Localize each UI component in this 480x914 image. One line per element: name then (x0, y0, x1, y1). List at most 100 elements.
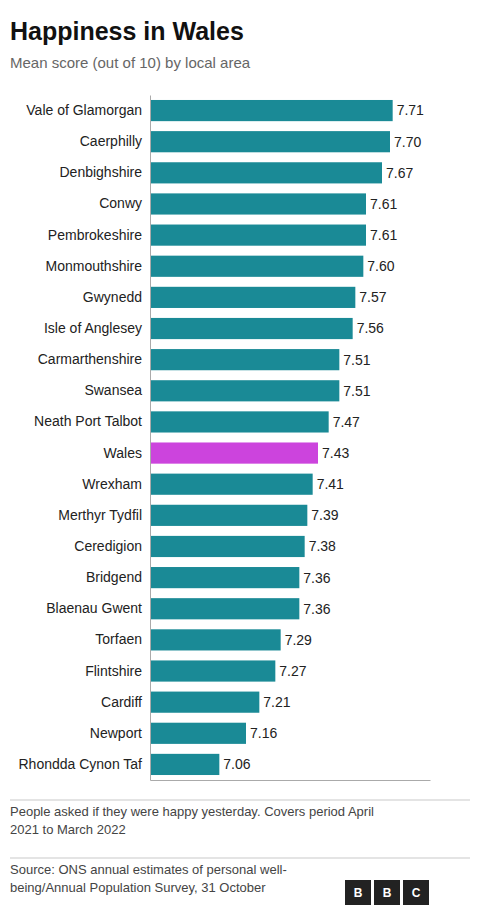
subtitle: Mean score (out of 10) by local area (10, 54, 251, 71)
y-tick: Swansea (84, 382, 142, 398)
y-tick-label: Isle of Anglesey (44, 320, 142, 336)
y-tick-label: Flintshire (85, 663, 142, 679)
bars (150, 100, 393, 775)
y-tick-label: Carmarthenshire (38, 351, 142, 367)
y-tick: Neath Port Talbot (34, 413, 142, 429)
data-label: 7.61 (370, 196, 397, 212)
footnote-line: People asked if they were happy yesterda… (10, 804, 374, 819)
bar (150, 692, 259, 713)
data-label: 7.21 (263, 694, 290, 710)
y-tick-label: Newport (90, 725, 142, 741)
bar (150, 225, 366, 246)
y-axis: Vale of Glamorgan Caerphilly Denbighshire C… (19, 96, 151, 781)
y-tick: Merthyr Tydfil (58, 507, 142, 523)
data-label: 7.51 (343, 352, 370, 368)
bar (150, 349, 339, 370)
footnote: Source: ONS annual estimates of personal… (10, 862, 287, 895)
bar (150, 754, 219, 775)
separator (10, 858, 470, 859)
bar (150, 660, 275, 681)
y-tick: Conwy (99, 195, 142, 211)
logo-box (345, 880, 371, 905)
bar (150, 567, 299, 588)
bar (150, 318, 353, 339)
y-tick: Monmouthshire (46, 258, 143, 274)
y-tick-label: Bridgend (86, 569, 142, 585)
x-axis-line (151, 780, 431, 781)
bar (150, 380, 339, 401)
footnote-line: 2021 to March 2022 (10, 822, 126, 837)
logo-box (403, 880, 429, 905)
y-tick-label: Pembrokeshire (48, 227, 142, 243)
plot: Vale of Glamorgan Caerphilly Denbighshire C… (19, 96, 431, 781)
x-axis (151, 780, 431, 781)
y-tick: Torfaen (95, 631, 142, 647)
bar (150, 100, 393, 121)
data-label: 7.41 (317, 476, 344, 492)
y-tick-label: Monmouthshire (46, 258, 143, 274)
y-tick-label: Gwynedd (83, 289, 142, 305)
y-tick: Caerphilly (80, 133, 142, 149)
footnote-line: Source: ONS annual estimates of personal… (10, 862, 287, 877)
y-tick: Cardiff (101, 694, 142, 710)
bar (150, 287, 355, 308)
bar (150, 536, 305, 557)
y-tick-label: Ceredigion (74, 538, 142, 554)
bar (150, 505, 307, 526)
bar (150, 723, 246, 744)
y-tick-label: Caerphilly (80, 133, 142, 149)
title: Happiness in Wales (10, 17, 244, 45)
data-label: 7.47 (333, 414, 360, 430)
y-tick: Newport (90, 725, 142, 741)
logo-letter: C (412, 886, 421, 900)
data-label: 7.51 (343, 383, 370, 399)
data-label: 7.70 (394, 134, 421, 150)
y-tick: Blaenau Gwent (46, 600, 142, 616)
bar (150, 598, 299, 619)
chart: Happiness in Wales Mean score (out of 10)… (0, 0, 480, 914)
data-label: 7.43 (322, 445, 349, 461)
data-label: 7.36 (303, 570, 330, 586)
data-label: 7.57 (359, 289, 386, 305)
y-tick-label: Blaenau Gwent (46, 600, 142, 616)
y-tick-label: Cardiff (101, 694, 142, 710)
bar (150, 193, 366, 214)
footnote: People asked if they were happy yesterda… (10, 804, 374, 837)
bar (150, 411, 329, 432)
data-label: 7.36 (303, 601, 330, 617)
bar (150, 629, 281, 650)
y-tick: Denbighshire (60, 164, 143, 180)
y-tick: Rhondda Cynon Taf (19, 756, 143, 772)
bar (150, 442, 318, 463)
data-label: 7.27 (279, 663, 306, 679)
separator (10, 800, 470, 801)
logo: BBC (345, 880, 429, 905)
y-tick-label: Conwy (99, 195, 142, 211)
y-tick-label: Wrexham (82, 476, 142, 492)
y-axis-line (150, 96, 151, 781)
logo-letter: B (383, 886, 392, 900)
y-tick: Isle of Anglesey (44, 320, 142, 336)
y-tick: Pembrokeshire (48, 227, 142, 243)
data-label: 7.06 (223, 756, 250, 772)
logo-letter: B (354, 886, 363, 900)
y-tick-label: Swansea (84, 382, 142, 398)
y-tick-label: Vale of Glamorgan (26, 102, 142, 118)
data-label: 7.56 (357, 320, 384, 336)
data-label: 7.16 (250, 725, 277, 741)
data-label: 7.60 (367, 258, 394, 274)
data-label: 7.61 (370, 227, 397, 243)
y-tick-label: Merthyr Tydfil (58, 507, 142, 523)
y-tick: Gwynedd (83, 289, 142, 305)
bar (150, 256, 363, 277)
data-label: 7.39 (311, 507, 338, 523)
y-tick: Flintshire (85, 663, 142, 679)
data-labels: 7.717.707.677.617.617.607.577.567.517.51… (223, 102, 424, 772)
footnote-line: being/Annual Population Survey, 31 Octob… (10, 880, 266, 895)
y-tick: Wrexham (82, 476, 142, 492)
data-label: 7.67 (386, 165, 413, 181)
y-tick-label: Neath Port Talbot (34, 413, 142, 429)
data-label: 7.29 (285, 632, 312, 648)
data-label: 7.38 (309, 538, 336, 554)
bar (150, 131, 390, 152)
